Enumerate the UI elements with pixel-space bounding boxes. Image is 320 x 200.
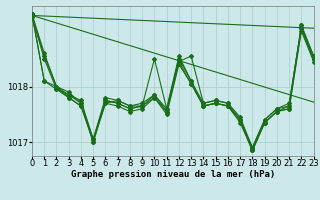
X-axis label: Graphe pression niveau de la mer (hPa): Graphe pression niveau de la mer (hPa) <box>71 170 275 179</box>
